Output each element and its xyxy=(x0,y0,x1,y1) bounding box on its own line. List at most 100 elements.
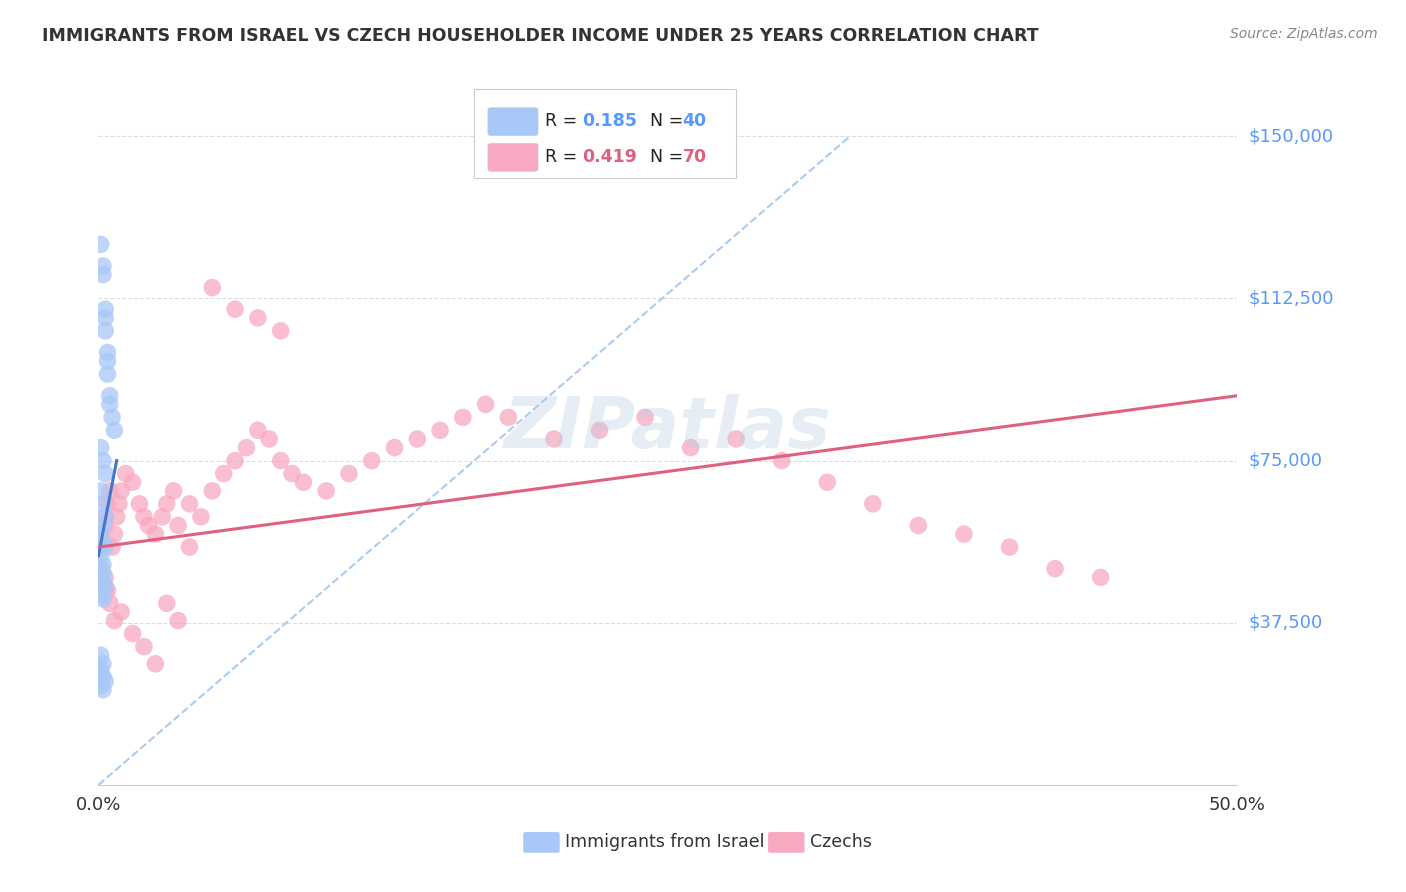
Point xyxy=(145,657,167,671)
Point xyxy=(94,540,117,554)
Point xyxy=(588,423,610,437)
Point xyxy=(270,324,292,338)
Point xyxy=(679,441,702,455)
Point xyxy=(103,423,125,437)
Point xyxy=(998,540,1021,554)
Point xyxy=(128,497,150,511)
Point xyxy=(91,657,114,671)
Point xyxy=(1043,562,1066,576)
Point xyxy=(121,626,143,640)
Point xyxy=(1090,570,1112,584)
Point xyxy=(162,483,184,498)
Point xyxy=(103,614,125,628)
Point xyxy=(94,509,117,524)
Point xyxy=(91,574,114,589)
Point xyxy=(98,397,121,411)
Point xyxy=(108,497,131,511)
Text: $37,500: $37,500 xyxy=(1249,614,1323,632)
Point xyxy=(90,665,112,680)
Point xyxy=(90,562,112,576)
Point xyxy=(498,410,520,425)
FancyBboxPatch shape xyxy=(488,108,538,136)
Text: 0.419: 0.419 xyxy=(582,148,637,166)
Point xyxy=(90,527,112,541)
Point xyxy=(907,518,929,533)
FancyBboxPatch shape xyxy=(523,832,560,853)
Point xyxy=(94,674,117,689)
Text: N =: N = xyxy=(640,112,689,130)
Point xyxy=(315,483,337,498)
Point xyxy=(201,280,224,294)
Text: N =: N = xyxy=(640,148,689,166)
Point xyxy=(98,389,121,403)
Point xyxy=(94,302,117,317)
Text: Immigrants from Israel: Immigrants from Israel xyxy=(565,833,765,851)
Point xyxy=(94,570,117,584)
Point xyxy=(90,678,112,692)
Point xyxy=(91,535,114,549)
Point xyxy=(132,509,155,524)
Point xyxy=(114,467,136,481)
Point xyxy=(96,367,118,381)
Point xyxy=(101,540,124,554)
Text: 70: 70 xyxy=(683,148,707,166)
Point xyxy=(90,237,112,252)
Point xyxy=(429,423,451,437)
Point xyxy=(101,410,124,425)
Point xyxy=(953,527,976,541)
Point xyxy=(91,518,114,533)
Point xyxy=(90,570,112,584)
Point xyxy=(156,596,179,610)
Point xyxy=(634,410,657,425)
Text: 40: 40 xyxy=(683,112,707,130)
Point xyxy=(121,475,143,490)
Point xyxy=(281,467,304,481)
Point xyxy=(259,432,281,446)
Text: Czechs: Czechs xyxy=(810,833,872,851)
Point xyxy=(451,410,474,425)
Point xyxy=(94,518,117,533)
Point xyxy=(91,497,114,511)
Point xyxy=(96,354,118,368)
Point xyxy=(862,497,884,511)
Point xyxy=(91,453,114,467)
Point xyxy=(167,518,190,533)
Point xyxy=(96,345,118,359)
Point xyxy=(91,259,114,273)
Point xyxy=(96,583,118,598)
Text: R =: R = xyxy=(546,112,582,130)
Point xyxy=(94,583,117,598)
Text: $75,000: $75,000 xyxy=(1249,451,1323,469)
Point xyxy=(91,558,114,572)
Point xyxy=(110,605,132,619)
Point xyxy=(384,441,406,455)
Text: $112,500: $112,500 xyxy=(1249,289,1334,308)
Point xyxy=(145,527,167,541)
Point xyxy=(246,310,269,325)
Point xyxy=(167,614,190,628)
Point xyxy=(360,453,382,467)
Point xyxy=(190,509,212,524)
Point xyxy=(90,549,112,563)
Point xyxy=(179,497,201,511)
Point xyxy=(90,441,112,455)
Text: $150,000: $150,000 xyxy=(1249,128,1333,145)
FancyBboxPatch shape xyxy=(768,832,804,853)
Point xyxy=(212,467,235,481)
Point xyxy=(90,648,112,663)
Point xyxy=(90,588,112,602)
Point xyxy=(94,310,117,325)
Point xyxy=(96,497,118,511)
Point xyxy=(132,640,155,654)
Point xyxy=(292,475,315,490)
Point xyxy=(91,566,114,580)
Point xyxy=(156,497,179,511)
Point xyxy=(337,467,360,481)
Point xyxy=(98,596,121,610)
Point xyxy=(90,483,112,498)
Point xyxy=(138,518,160,533)
Point xyxy=(224,302,246,317)
Point xyxy=(103,527,125,541)
Point xyxy=(201,483,224,498)
FancyBboxPatch shape xyxy=(488,144,538,171)
